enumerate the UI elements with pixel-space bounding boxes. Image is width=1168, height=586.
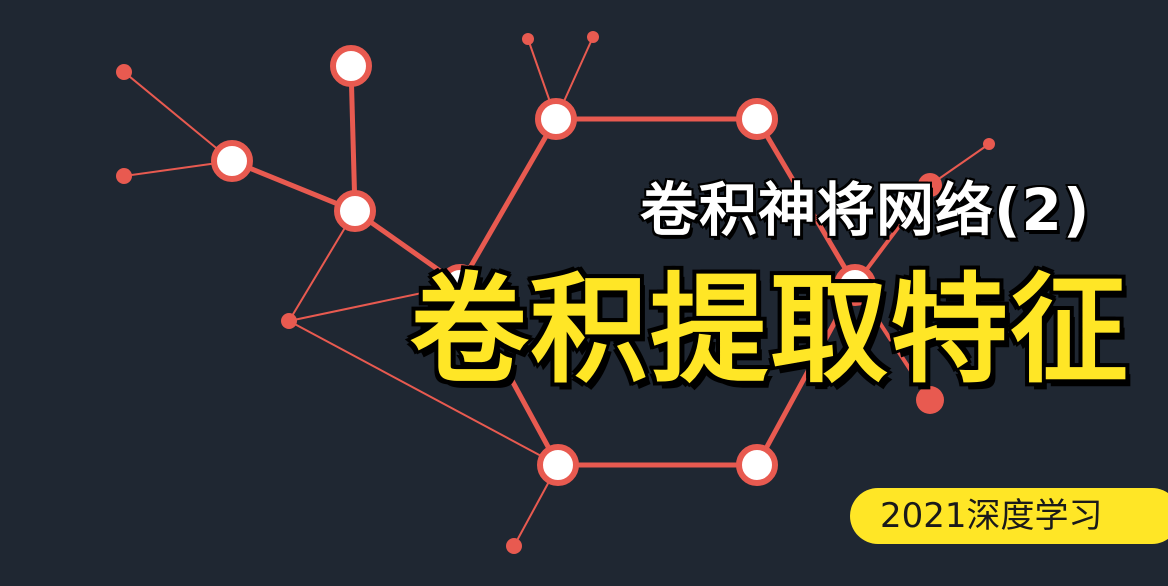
- big-node: [537, 444, 579, 486]
- small-node: [983, 138, 995, 150]
- edge: [754, 117, 858, 287]
- big-node: [834, 264, 876, 306]
- edge: [288, 210, 356, 322]
- big-node: [439, 264, 481, 306]
- edge: [288, 284, 461, 322]
- edge: [288, 320, 559, 466]
- small-node: [116, 64, 132, 80]
- big-node: [535, 98, 577, 140]
- edge: [457, 117, 559, 287]
- big-node: [334, 190, 376, 232]
- big-node: [211, 140, 253, 182]
- small-node: [918, 173, 942, 197]
- small-node: [116, 168, 132, 184]
- page-title: 卷积提取特征: [407, 258, 1131, 402]
- topic-badge: 2021深度学习: [850, 488, 1168, 544]
- topic-badge-label: 2021深度学习: [880, 496, 1103, 536]
- edge: [754, 283, 858, 467]
- edge: [457, 283, 561, 467]
- edge: [853, 283, 932, 402]
- edge: [231, 158, 356, 214]
- subtitle: 卷积神将网络(2): [639, 175, 1091, 246]
- small-node: [506, 538, 522, 554]
- edge: [123, 71, 233, 162]
- small-node: [587, 31, 599, 43]
- edge: [348, 65, 358, 212]
- small-node: [916, 386, 944, 414]
- big-node: [736, 444, 778, 486]
- edge: [353, 208, 462, 288]
- big-node: [736, 98, 778, 140]
- small-node: [522, 33, 534, 45]
- big-node: [330, 45, 372, 87]
- small-node: [281, 313, 297, 329]
